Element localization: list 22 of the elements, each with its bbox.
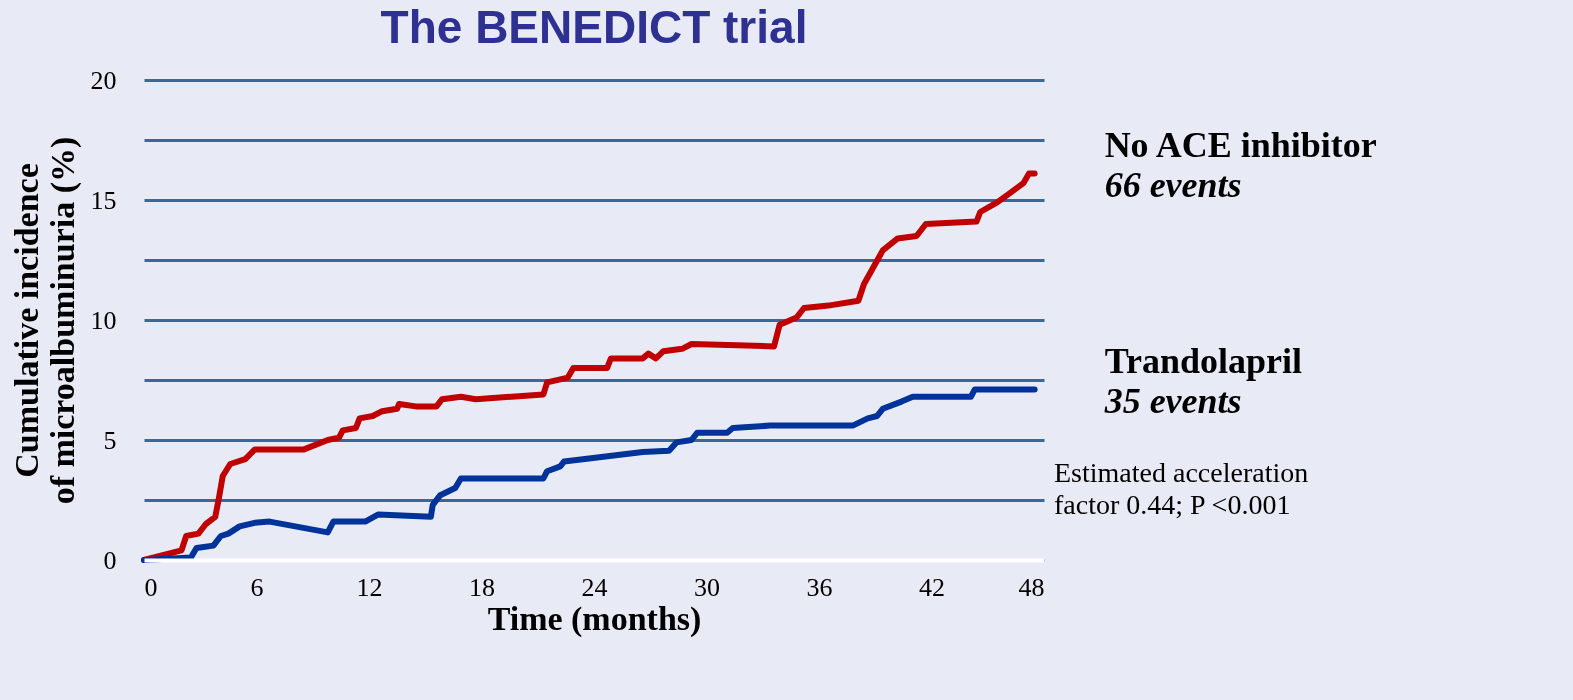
x-tick-label: 12: [356, 572, 383, 602]
x-tick-label: 18: [469, 572, 495, 602]
text: 66 events: [1104, 164, 1242, 205]
text: 35 events: [1103, 380, 1242, 421]
y-tick-label: 15: [90, 185, 117, 215]
y-tick-label: 5: [103, 425, 117, 455]
y-tick-label: 10: [90, 305, 117, 335]
chart-title: The BENEDICT trial: [380, 1, 808, 53]
y-tick-label: 20: [90, 65, 117, 95]
x-tick-label: 6: [250, 572, 264, 602]
x-tick-label: 48: [1018, 572, 1045, 602]
y-axis-title: Cumulative incidence of microalbuminuria (%): [7, 136, 82, 505]
x-tick-label: 0: [144, 572, 158, 602]
x-tick-label: 36: [806, 572, 833, 602]
y-tick-label: 0: [103, 545, 117, 575]
series-label: Trandolapril: [1104, 340, 1302, 381]
x-axis-title: Time (months): [487, 599, 702, 638]
x-tick-label: 24: [581, 572, 608, 602]
series-label: No ACE inhibitor: [1104, 124, 1377, 165]
x-tick-label: 30: [694, 572, 720, 602]
text: Estimated acceleration factor 0.44; P <0.001: [1054, 457, 1309, 520]
x-tick-label: 42: [919, 572, 945, 602]
